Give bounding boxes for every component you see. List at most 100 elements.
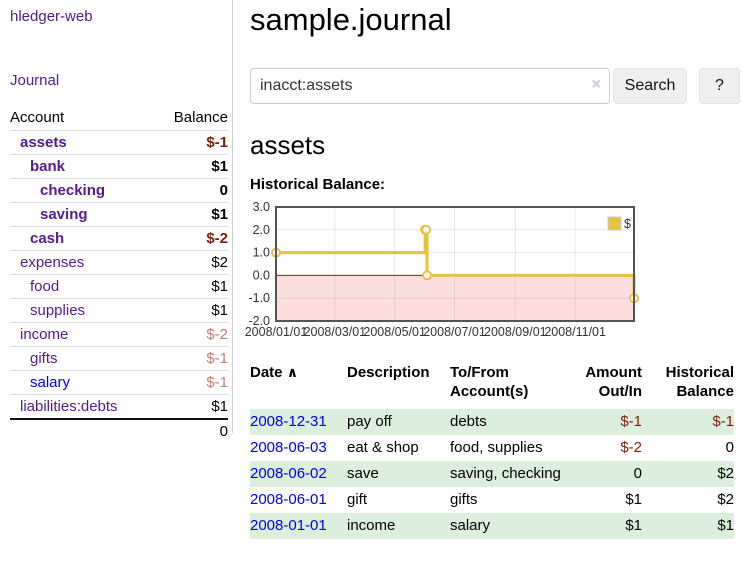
account-balance: $1	[154, 298, 228, 323]
register-header-row: Date ∧ Description To/From Account(s) Am…	[250, 361, 734, 409]
transaction-description: eat & shop	[347, 439, 419, 456]
transaction-accounts: saving, checking	[450, 465, 561, 482]
account-balance: 0	[154, 178, 228, 203]
x-tick-label: 2008/01/01	[245, 325, 308, 339]
transaction-amount: $-2	[620, 439, 642, 456]
sidebar-account-expenses[interactable]: expenses	[20, 254, 85, 271]
register-header-amount: Amount Out/In	[585, 364, 642, 400]
clear-search-icon[interactable]: ×	[591, 76, 601, 93]
y-tick-label: 3.0	[253, 200, 270, 214]
account-balance: $1	[154, 394, 228, 419]
transaction-balance: $-1	[712, 413, 734, 430]
y-tick-label: 1.0	[253, 246, 270, 260]
transaction-accounts: gifts	[450, 491, 478, 508]
accounts-total-value: 0	[154, 418, 228, 443]
account-row: food $1	[10, 274, 228, 299]
search-input[interactable]	[250, 68, 610, 104]
legend-label: $	[624, 217, 631, 231]
transaction-date-link[interactable]: 2008-01-01	[250, 517, 327, 534]
help-button[interactable]: ?	[699, 68, 740, 104]
sidebar-account-liabilities-debts[interactable]: liabilities:debts	[20, 398, 118, 415]
accounts-header-row: Account Balance	[10, 106, 228, 131]
transaction-row: 2008-06-01 gift gifts $1 $2	[250, 487, 734, 513]
y-tick-label: -1.0	[248, 291, 270, 305]
account-balance: $-2	[154, 322, 228, 347]
transaction-date-link[interactable]: 2008-06-01	[250, 491, 327, 508]
transaction-description: gift	[347, 491, 368, 508]
sidebar-account-income[interactable]: income	[20, 326, 69, 343]
x-tick-label: 2008/03/01	[304, 325, 367, 339]
transaction-row: 2008-06-03 eat & shop food, supplies $-2 0	[250, 435, 734, 461]
account-balance: $2	[154, 250, 228, 275]
transaction-date-link[interactable]: 2008-12-31	[250, 413, 327, 430]
account-balance: $-1	[154, 130, 228, 155]
sidebar: hledger-web Journal Account Balance asse…	[0, 0, 232, 582]
sort-ascending-icon: ∧	[286, 364, 299, 380]
sidebar-account-cash[interactable]: cash	[30, 230, 65, 247]
register-table: Date ∧ Description To/From Account(s) Am…	[250, 361, 734, 539]
transaction-description: save	[347, 465, 379, 482]
transaction-balance: $2	[717, 465, 734, 482]
sidebar-account-assets[interactable]: assets	[20, 134, 67, 151]
transaction-description: income	[347, 517, 396, 534]
transaction-balance: $2	[717, 491, 734, 508]
transaction-amount: $1	[625, 491, 642, 508]
x-tick-label: 2008/11/01	[544, 325, 606, 339]
register-header-accounts: To/From Account(s)	[450, 364, 529, 400]
sidebar-account-supplies[interactable]: supplies	[30, 302, 86, 319]
account-row: assets $-1	[10, 130, 228, 155]
transaction-accounts: food, supplies	[450, 439, 543, 456]
transaction-row: 2008-12-31 pay off debts $-1 $-1	[250, 409, 734, 435]
account-balance: $1	[154, 202, 228, 227]
x-tick-label: 2008/07/01	[423, 325, 486, 339]
register-header-date: Date ∧	[250, 364, 299, 381]
y-tick-label: 0.0	[253, 268, 270, 282]
transaction-description: pay off	[347, 413, 392, 430]
sidebar-divider	[232, 0, 233, 433]
data-point-marker	[422, 270, 433, 281]
sidebar-account-food[interactable]: food	[30, 278, 60, 295]
transaction-amount: $1	[625, 517, 642, 534]
account-balance: $-2	[154, 226, 228, 251]
accounts-header-account: Account	[10, 109, 65, 126]
sidebar-item-journal[interactable]: Journal	[10, 72, 60, 89]
app-brand-link[interactable]: hledger-web	[10, 8, 93, 25]
page-title: sample.journal	[250, 2, 452, 37]
accounts-total-row: 0	[10, 418, 228, 443]
y-tick-label: -2.0	[248, 314, 270, 328]
sidebar-account-saving[interactable]: saving	[40, 206, 88, 223]
sidebar-account-bank[interactable]: bank	[30, 158, 66, 175]
transaction-date-link[interactable]: 2008-06-03	[250, 439, 327, 456]
chart-heading: Historical Balance:	[250, 176, 386, 193]
y-tick-label: 2.0	[253, 223, 270, 237]
account-row: cash $-2	[10, 226, 228, 251]
account-row: bank $1	[10, 154, 228, 179]
historical-balance-chart: 3.0 2.0 1.0 0.0 -1.0 -2.0 2008/01/01 2008/03/01…	[245, 200, 742, 345]
x-tick-label: 2008/05/01	[363, 325, 426, 339]
register-header-balance: Historical Balance	[665, 364, 734, 400]
search-bar: × Search ?	[250, 68, 742, 104]
transaction-accounts: debts	[450, 413, 487, 430]
account-balance: $1	[154, 154, 228, 179]
transaction-date-link[interactable]: 2008-06-02	[250, 465, 327, 482]
accounts-table: Account Balance assets $-1 bank $1 checking 0…	[10, 106, 228, 443]
account-row: salary $-1	[10, 370, 228, 395]
account-balance: $1	[154, 274, 228, 299]
sidebar-account-salary[interactable]: salary	[30, 374, 71, 391]
sidebar-account-gifts[interactable]: gifts	[30, 350, 58, 367]
account-balance: $-1	[154, 346, 228, 371]
data-point-marker	[421, 224, 432, 235]
legend-swatch	[607, 216, 622, 231]
account-row: checking 0	[10, 178, 228, 203]
sidebar-account-checking[interactable]: checking	[40, 182, 106, 199]
search-button[interactable]: Search	[613, 68, 687, 104]
transaction-row: 2008-06-02 save saving, checking 0 $2	[250, 461, 734, 487]
account-row: income $-2	[10, 322, 228, 347]
transaction-balance: 0	[725, 439, 734, 456]
plot-border	[275, 206, 635, 322]
account-row: liabilities:debts $1	[10, 394, 228, 419]
accounts-header-balance: Balance	[173, 109, 228, 126]
main-content: sample.journal × Search ? assets Histori…	[245, 0, 742, 582]
account-row: saving $1	[10, 202, 228, 227]
accounts-total-spacer	[10, 418, 155, 443]
